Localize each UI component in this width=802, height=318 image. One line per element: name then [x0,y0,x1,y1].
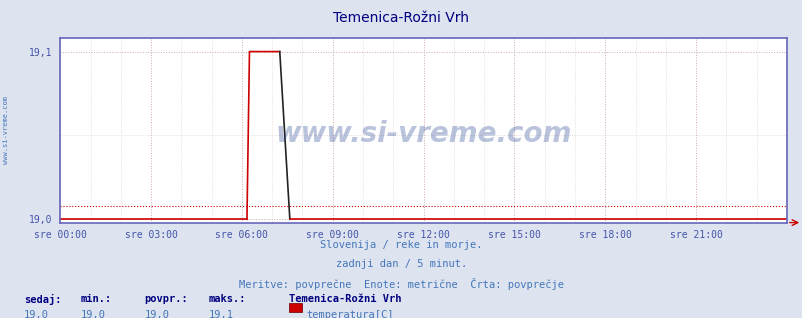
Text: temperatura[C]: temperatura[C] [306,310,394,318]
Text: www.si-vreme.com: www.si-vreme.com [3,96,10,164]
Text: zadnji dan / 5 minut.: zadnji dan / 5 minut. [335,259,467,269]
Text: 19,0: 19,0 [144,310,169,318]
Text: www.si-vreme.com: www.si-vreme.com [275,120,571,148]
Text: sedaj:: sedaj: [24,294,62,305]
Text: maks.:: maks.: [209,294,246,304]
Text: min.:: min.: [80,294,111,304]
Text: Temenica-Rožni Vrh: Temenica-Rožni Vrh [289,294,401,304]
Text: Meritve: povprečne  Enote: metrične  Črta: povprečje: Meritve: povprečne Enote: metrične Črta:… [239,278,563,290]
Text: Temenica-Rožni Vrh: Temenica-Rožni Vrh [333,11,469,25]
Text: Slovenija / reke in morje.: Slovenija / reke in morje. [320,240,482,250]
Text: 19,1: 19,1 [209,310,233,318]
Text: 19,0: 19,0 [80,310,105,318]
Text: 19,0: 19,0 [24,310,49,318]
Text: povpr.:: povpr.: [144,294,188,304]
